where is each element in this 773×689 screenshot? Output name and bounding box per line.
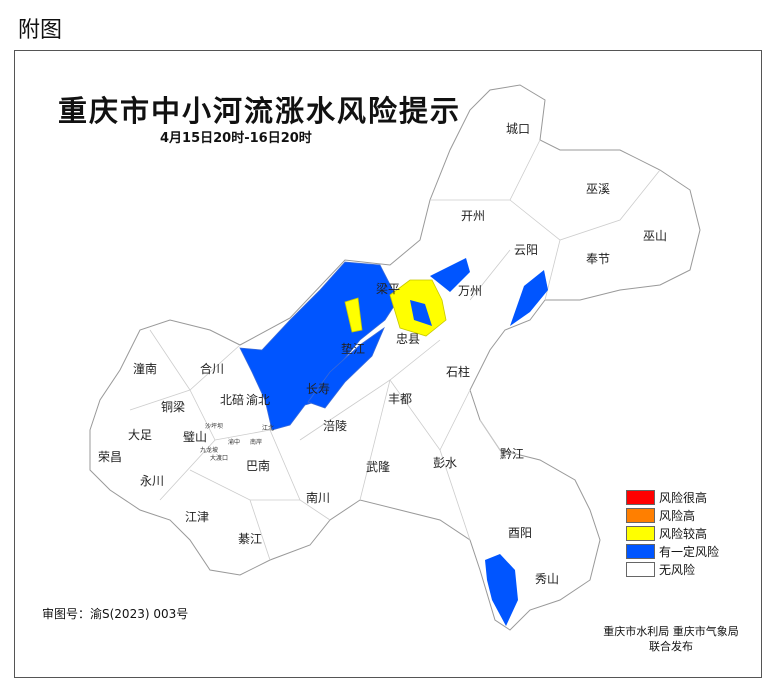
district-label: 武隆 (366, 459, 390, 474)
district-labels: 城口 巫溪 开州 巫山 云阳 奉节 万州 梁平 忠县 石柱 垫江 长寿 丰都 渝… (98, 122, 667, 586)
legend-item: 风险较高 (626, 524, 719, 542)
district-label: 九龙坡 (200, 446, 218, 454)
legend-label: 风险高 (659, 508, 696, 523)
district-label: 垫江 (341, 341, 365, 356)
district-label: 江北 (262, 424, 274, 432)
legend-item: 风险高 (626, 506, 719, 524)
legend-item: 风险很高 (626, 488, 719, 506)
district-label: 铜梁 (161, 399, 185, 414)
district-label: 忠县 (396, 332, 420, 346)
district-label: 江津 (185, 510, 209, 524)
district-label: 綦江 (238, 532, 262, 546)
district-label: 黔江 (500, 446, 524, 461)
district-label: 大足 (128, 428, 152, 442)
district-label: 巫溪 (586, 182, 610, 196)
risk-area-blue (430, 258, 470, 292)
map-frame (14, 50, 762, 678)
district-label: 沙坪坝 (205, 422, 223, 430)
legend-label: 无风险 (659, 562, 696, 577)
figure-label: 附图 (18, 18, 63, 43)
district-label: 大渡口 (210, 454, 228, 462)
risk-area-blue (307, 326, 385, 409)
district-label: 石柱 (446, 364, 470, 379)
district-label: 长寿 (306, 382, 330, 396)
district-label: 彭水 (433, 456, 457, 470)
issuer-line: 重庆市水利局 重庆市气象局 (603, 625, 739, 638)
district-label: 巫山 (643, 229, 667, 243)
district-label: 梁平 (376, 281, 400, 296)
legend-swatch (626, 507, 655, 523)
district-label: 潼南 (133, 361, 157, 376)
district-label: 合川 (200, 361, 224, 376)
district-label: 开州 (461, 209, 485, 223)
district-label: 荣昌 (98, 450, 122, 464)
district-label: 云阳 (514, 243, 538, 257)
district-label: 秀山 (535, 572, 559, 586)
legend-item: 无风险 (626, 560, 719, 578)
issuer: 重庆市水利局 重庆市气象局 联合发布 (586, 624, 756, 654)
district-label: 涪陵 (323, 418, 347, 433)
district-label: 渝中 (228, 438, 240, 446)
district-label: 丰都 (388, 392, 412, 406)
map-subtitle: 4月15日20时-16日20时 (160, 131, 312, 146)
district-label: 城口 (506, 122, 530, 136)
district-label: 南岸 (250, 438, 262, 446)
district-label: 巴南 (246, 458, 270, 473)
district-label: 南川 (306, 490, 330, 505)
district-label: 奉节 (586, 252, 610, 266)
district-label: 永川 (140, 474, 164, 488)
district-label: 万州 (458, 284, 482, 298)
legend-swatch (626, 561, 655, 577)
district-boundaries (129, 139, 661, 561)
legend-label: 风险很高 (659, 490, 708, 505)
legend: 风险很高 风险高 风险较高 有一定风险 无风险 (626, 488, 719, 578)
map-review-number: 审图号：渝S(2023) 003号 (42, 607, 189, 621)
map-title: 重庆市中小河流涨水风险提示 (58, 94, 462, 128)
legend-label: 有一定风险 (659, 544, 720, 559)
risk-area-yellow (344, 297, 363, 333)
legend-swatch (626, 489, 655, 505)
legend-swatch (626, 543, 655, 559)
risk-area-blue (510, 270, 548, 326)
risk-area-blue (485, 554, 518, 626)
district-label: 北碚 (220, 392, 244, 407)
district-label: 渝北 (246, 392, 270, 407)
legend-item: 有一定风险 (626, 542, 719, 560)
issuer-line: 联合发布 (649, 640, 693, 653)
legend-label: 风险较高 (659, 526, 708, 541)
district-label: 璧山 (183, 429, 207, 444)
chongqing-outline (89, 84, 701, 631)
legend-swatch (626, 525, 655, 541)
district-label: 酉阳 (508, 526, 532, 540)
risk-area-blue (410, 300, 432, 326)
